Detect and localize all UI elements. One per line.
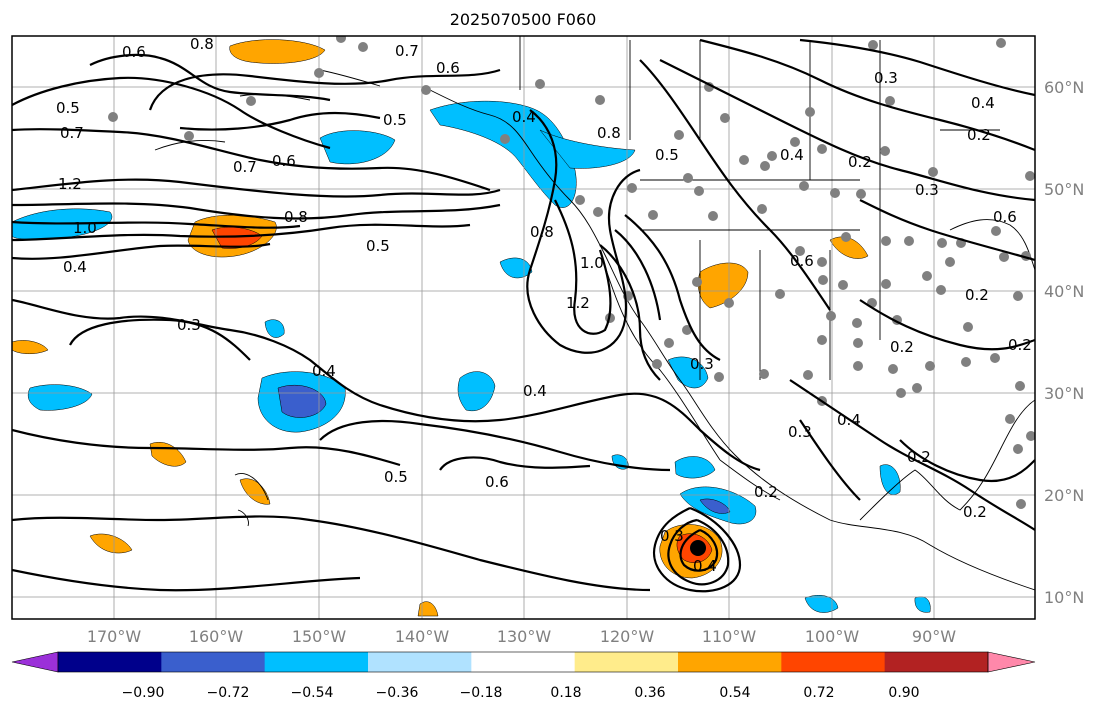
- lat-label: 10°N: [1044, 588, 1084, 607]
- lon-label: 150°W: [292, 627, 347, 646]
- lat-label: 30°N: [1044, 384, 1084, 403]
- lat-label: 50°N: [1044, 180, 1084, 199]
- contour-lines: [12, 38, 1035, 593]
- contour-label: 0.4: [63, 258, 87, 276]
- colorbar-border: [57, 651, 989, 673]
- latitude-axis: 60°N 50°N 40°N 30°N 20°N 10°N: [1044, 78, 1084, 607]
- contour-label: 0.6: [993, 208, 1017, 226]
- colorbar-tick: −0.18: [460, 685, 503, 701]
- contour-label: 0.6: [790, 252, 814, 270]
- contour-label: 0.3: [660, 527, 684, 545]
- lon-label: 90°W: [912, 627, 956, 646]
- colorbar-segment: [574, 652, 679, 672]
- contour-label: 0.8: [284, 208, 308, 226]
- contour-label: 0.4: [523, 382, 547, 400]
- map-frame: [11, 35, 1036, 620]
- contour-label: 0.5: [384, 468, 408, 486]
- colorbar-segment: [58, 652, 162, 672]
- contour-label: 0.2: [963, 503, 987, 521]
- contour-label: 0.2: [754, 483, 778, 501]
- map-field: [12, 36, 1035, 619]
- contour-label: 0.8: [597, 124, 621, 142]
- map-title: 2025070500 F060: [449, 10, 597, 29]
- contour-label: 0.5: [383, 111, 407, 129]
- contour-label: 0.4: [693, 557, 717, 575]
- contour-label: 0.6: [272, 152, 296, 170]
- contour-label: 0.7: [60, 124, 84, 142]
- colorbar-segment: [161, 652, 266, 672]
- contour-label: 0.6: [436, 59, 460, 77]
- contour-label: 0.4: [312, 362, 336, 380]
- contour-label: 0.3: [915, 181, 939, 199]
- contour-label: 0.4: [512, 108, 536, 126]
- colorbar-segment: [368, 652, 472, 672]
- colorbar-tick: −0.36: [376, 685, 419, 701]
- graticule: [12, 36, 1035, 619]
- longitude-axis: 170°W 160°W 150°W 140°W 130°W 120°W 110°…: [87, 627, 956, 646]
- lat-label: 60°N: [1044, 78, 1084, 97]
- lon-label: 140°W: [395, 627, 450, 646]
- colorbar-ticks: −0.90 −0.72 −0.54 −0.36 −0.18 0.18 0.36 …: [122, 685, 920, 701]
- contour-label: 0.2: [967, 126, 991, 144]
- contour-label: 0.2: [1008, 336, 1032, 354]
- colorbar: [11, 651, 1036, 673]
- contour-label: 0.3: [690, 355, 714, 373]
- colorbar-tick: 0.72: [803, 685, 834, 701]
- contour-label: 1.0: [580, 254, 604, 272]
- contour-label: 0.7: [233, 158, 257, 176]
- contour-label: 0.2: [848, 153, 872, 171]
- colorbar-extend-high: [987, 651, 1036, 673]
- hurricane-center: [690, 540, 706, 556]
- lon-label: 160°W: [189, 627, 244, 646]
- contour-label: 0.4: [971, 94, 995, 112]
- contour-label: 0.5: [366, 237, 390, 255]
- colorbar-tick: 0.36: [634, 685, 665, 701]
- contour-label: 0.2: [907, 448, 931, 466]
- contour-label: 0.2: [890, 338, 914, 356]
- colorbar-segment: [781, 652, 886, 672]
- contour-label: 0.5: [655, 146, 679, 164]
- contour-label: 1.2: [58, 175, 82, 193]
- contour-label: 0.3: [788, 423, 812, 441]
- contour-label: 0.8: [190, 35, 214, 53]
- colorbar-segment: [678, 652, 782, 672]
- contour-label: 0.3: [177, 316, 201, 334]
- lon-label: 120°W: [600, 627, 655, 646]
- colorbar-segment: [264, 652, 369, 672]
- colorbar-tick: 0.54: [719, 685, 750, 701]
- contour-label: 0.5: [56, 99, 80, 117]
- contour-label: 1.2: [566, 294, 590, 312]
- contour-label: 0.7: [395, 42, 419, 60]
- contour-label: 0.6: [485, 473, 509, 491]
- colorbar-segment: [884, 652, 989, 672]
- colorbar-tick: 0.18: [550, 685, 581, 701]
- shaded-anomalies: [12, 39, 931, 617]
- contour-label: 0.8: [530, 223, 554, 241]
- lat-label: 20°N: [1044, 486, 1084, 505]
- contour-label: 1.0: [73, 219, 97, 237]
- colorbar-tick: −0.90: [122, 685, 165, 701]
- contour-label: 0.2: [965, 286, 989, 304]
- contour-label-group: 0.6 0.8 0.7 0.6 0.5 0.7 0.6 0.7 1.2 0.8 …: [56, 35, 1032, 575]
- lon-label: 110°W: [702, 627, 757, 646]
- colorbar-tick: −0.54: [291, 685, 334, 701]
- contour-label: 0.4: [780, 146, 804, 164]
- lon-label: 170°W: [87, 627, 142, 646]
- contour-label: 0.6: [122, 43, 146, 61]
- contour-label: 0.4: [837, 411, 861, 429]
- colorbar-tick: −0.72: [207, 685, 250, 701]
- colorbar-extend-low: [11, 651, 59, 673]
- lon-label: 100°W: [805, 627, 860, 646]
- lat-label: 40°N: [1044, 282, 1084, 301]
- colorbar-segment: [471, 652, 576, 672]
- contour-label: 0.3: [874, 69, 898, 87]
- lon-label: 130°W: [497, 627, 552, 646]
- colorbar-tick: 0.90: [888, 685, 919, 701]
